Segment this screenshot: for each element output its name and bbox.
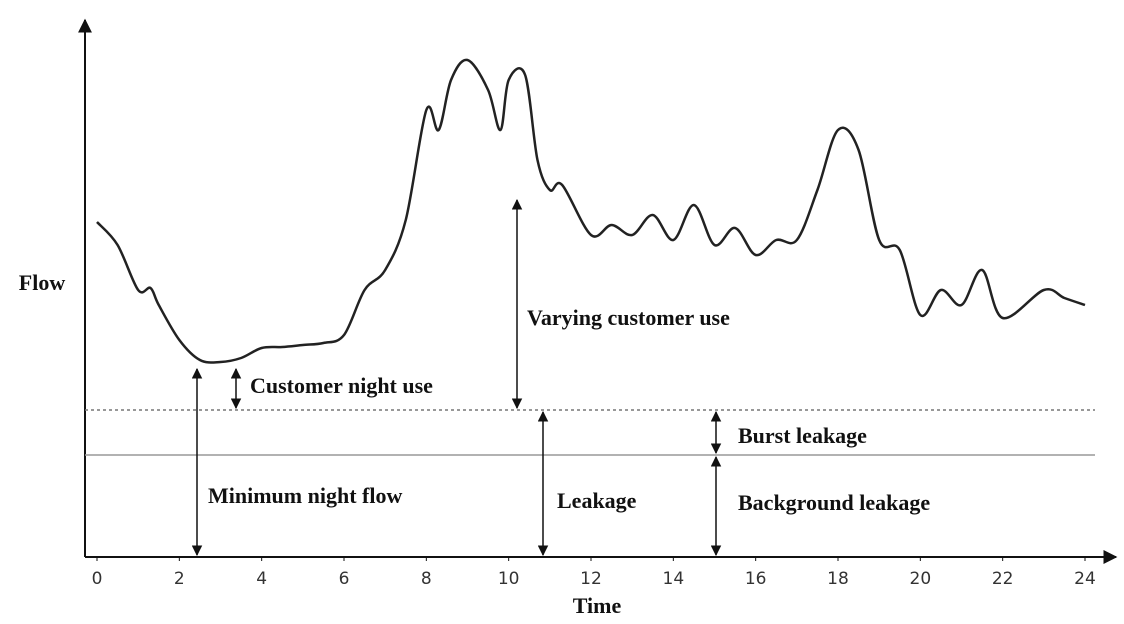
x-tick-label: 12 bbox=[580, 569, 602, 589]
x-tick-label: 24 bbox=[1074, 569, 1096, 589]
x-tick-label: 4 bbox=[256, 569, 267, 589]
x-tick-label: 2 bbox=[174, 569, 185, 589]
x-tick-label: 10 bbox=[498, 569, 520, 589]
x-tick-label: 22 bbox=[992, 569, 1014, 589]
x-axis-label: Time bbox=[573, 593, 622, 618]
x-tick-label: 0 bbox=[92, 569, 103, 589]
annotation: Customer night use bbox=[250, 373, 433, 398]
flow-line bbox=[96, 58, 1086, 364]
annotation: Background leakage bbox=[738, 490, 930, 515]
annotation: Burst leakage bbox=[738, 423, 867, 448]
x-tick-label: 16 bbox=[745, 569, 767, 589]
y-axis-label: Flow bbox=[19, 270, 66, 295]
x-tick-label: 18 bbox=[827, 569, 849, 589]
x-tick-label: 14 bbox=[663, 569, 685, 589]
x-tick-label: 6 bbox=[339, 569, 350, 589]
annotation: Varying customer use bbox=[527, 305, 730, 330]
x-tick-label: 20 bbox=[910, 569, 932, 589]
x-tick-label: 8 bbox=[421, 569, 432, 589]
annotation: Leakage bbox=[557, 488, 637, 513]
annotation: Minimum night flow bbox=[208, 483, 402, 508]
